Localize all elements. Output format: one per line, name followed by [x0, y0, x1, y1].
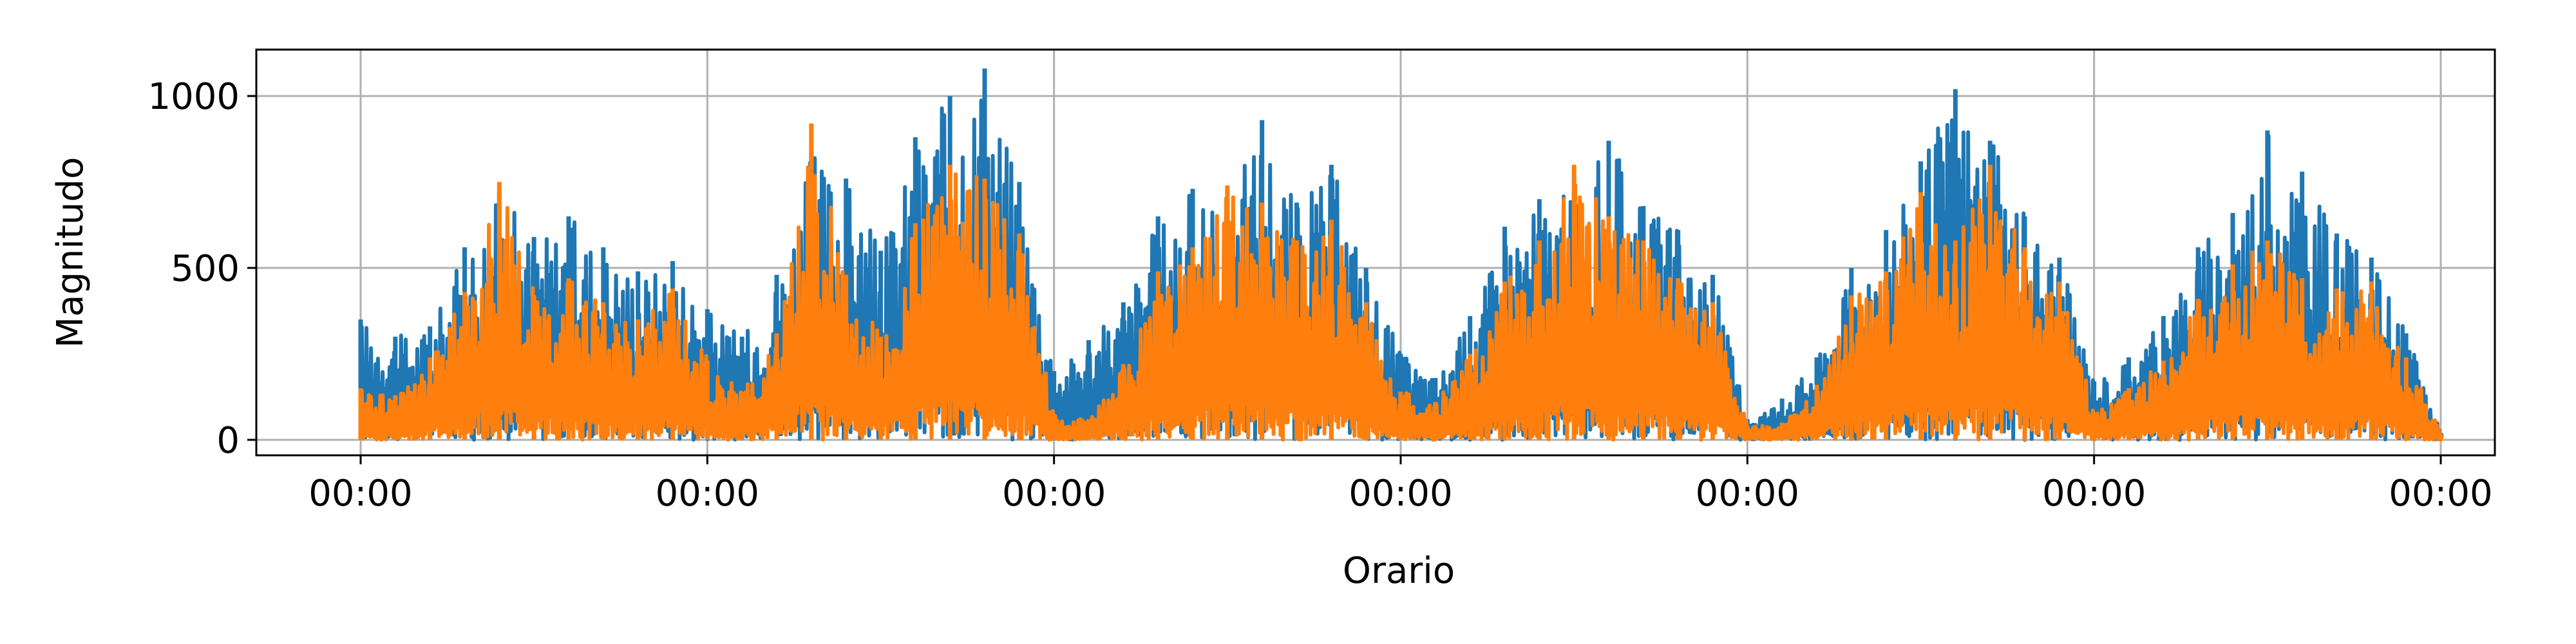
grid: [256, 50, 2495, 455]
x-tick-label: 00:00: [656, 473, 759, 515]
y-tick-label: 0: [216, 420, 240, 462]
y-axis: 0 500 1000: [147, 76, 256, 462]
y-axis-label: Magnitudo: [50, 157, 91, 348]
x-axis-label: Orario: [1343, 550, 1455, 592]
y-tick-label: 1000: [147, 76, 240, 118]
y-tick-label: 500: [171, 248, 240, 290]
series-2: [358, 123, 2444, 442]
x-tick-label: 00:00: [1349, 473, 1452, 515]
x-tick-label: 00:00: [2389, 473, 2492, 515]
x-tick-label: 00:00: [308, 473, 412, 515]
x-tick-label: 00:00: [1696, 473, 1799, 515]
x-tick-label: 00:00: [1002, 473, 1106, 515]
x-tick-label: 00:00: [2042, 473, 2146, 515]
plot-area: [358, 68, 2444, 442]
x-axis: 00:00 00:00 00:00 00:00 00:00 00:00 00:00: [308, 455, 2493, 515]
axes-frame: [255, 48, 2496, 457]
